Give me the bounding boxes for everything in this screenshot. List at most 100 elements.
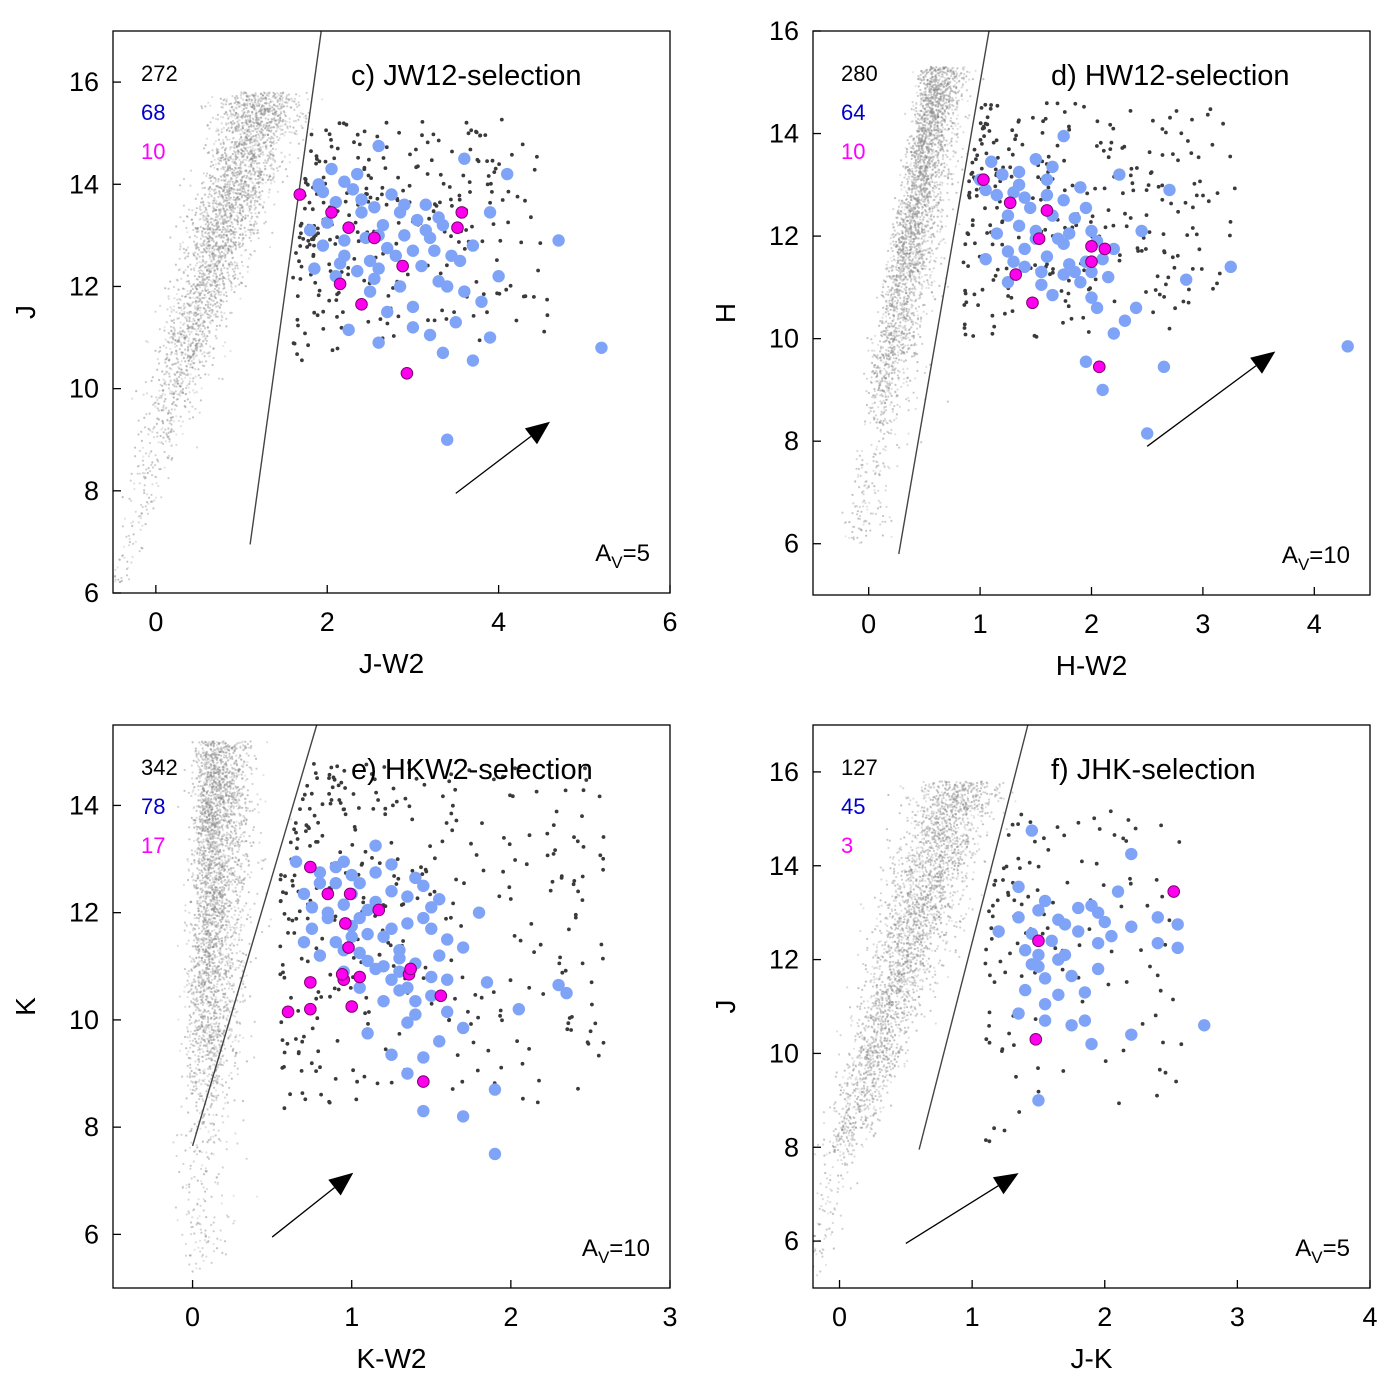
background-star (218, 274, 222, 277)
background-star (262, 125, 265, 128)
background-star (185, 280, 188, 283)
background-star (216, 245, 220, 248)
background-star (908, 248, 911, 251)
background-star (290, 106, 293, 109)
background-star (206, 221, 209, 224)
background-star (231, 230, 234, 233)
background-star (878, 371, 882, 374)
background-star (896, 327, 899, 330)
candidate-point (500, 198, 505, 202)
background-star (195, 236, 198, 239)
background-star (223, 185, 226, 188)
background-star (279, 92, 282, 95)
background-star (214, 262, 217, 266)
background-star (243, 249, 246, 252)
background-star (226, 216, 229, 219)
background-star (130, 522, 133, 525)
background-star (239, 188, 242, 191)
background-star (935, 173, 939, 176)
background-star (245, 92, 248, 95)
background-star (169, 416, 172, 419)
background-star (232, 230, 235, 234)
background-star (207, 240, 210, 243)
background-star (272, 126, 275, 129)
background-star (934, 175, 937, 178)
background-star (194, 375, 197, 378)
background-star (936, 206, 939, 209)
background-star (870, 338, 873, 341)
background-star (234, 160, 237, 163)
background-star (272, 154, 275, 157)
background-star (194, 383, 197, 386)
background-star (892, 243, 896, 246)
background-star (175, 371, 178, 374)
background-star (218, 252, 222, 255)
background-star (268, 188, 271, 191)
background-star (243, 187, 246, 190)
background-star (916, 268, 919, 271)
background-star (938, 102, 941, 105)
x-tick-label: 4 (491, 607, 506, 637)
background-star (235, 124, 238, 127)
background-star (249, 223, 252, 226)
background-star (931, 233, 934, 236)
background-star (184, 269, 187, 272)
background-star (895, 394, 899, 397)
background-star (259, 172, 262, 175)
background-star (195, 333, 198, 336)
background-star (916, 259, 919, 262)
background-star (239, 204, 243, 207)
background-star (932, 88, 935, 91)
background-star (908, 227, 911, 230)
background-star (930, 178, 933, 181)
background-star (939, 240, 942, 243)
candidate-point (335, 315, 339, 319)
blue-point (342, 323, 355, 337)
background-star (159, 434, 162, 438)
background-star (279, 119, 282, 122)
background-star (243, 146, 246, 149)
background-star (242, 92, 245, 95)
background-star (910, 207, 913, 210)
background-star (248, 170, 251, 173)
background-star (238, 124, 241, 127)
background-star (201, 289, 204, 292)
background-star (233, 277, 236, 280)
background-star (256, 104, 259, 107)
background-star (167, 359, 170, 362)
background-star (203, 326, 206, 329)
background-star (912, 266, 915, 269)
background-star (911, 175, 915, 179)
background-star (201, 211, 204, 214)
background-star (191, 366, 194, 369)
background-star (863, 499, 866, 502)
background-star (221, 196, 224, 200)
background-star (224, 103, 228, 106)
background-star (179, 184, 182, 187)
background-star (233, 231, 236, 234)
background-star (893, 291, 896, 294)
background-star (234, 199, 237, 202)
background-star (189, 344, 192, 347)
background-star (256, 121, 259, 124)
background-star (212, 347, 215, 350)
candidate-point (438, 200, 442, 205)
background-star (258, 143, 261, 146)
background-star (212, 182, 215, 185)
background-star (203, 278, 206, 281)
background-star (248, 99, 251, 102)
background-star (139, 514, 142, 518)
background-star (197, 269, 200, 273)
background-star (187, 359, 190, 362)
background-star (931, 309, 934, 312)
background-star (238, 142, 241, 145)
background-star (908, 172, 911, 175)
background-star (292, 100, 295, 103)
candidate-point (396, 314, 401, 319)
background-star (950, 125, 953, 128)
background-star (194, 285, 197, 288)
background-star (919, 155, 922, 158)
background-star (131, 524, 134, 528)
background-star (265, 146, 268, 149)
background-star (241, 264, 245, 267)
